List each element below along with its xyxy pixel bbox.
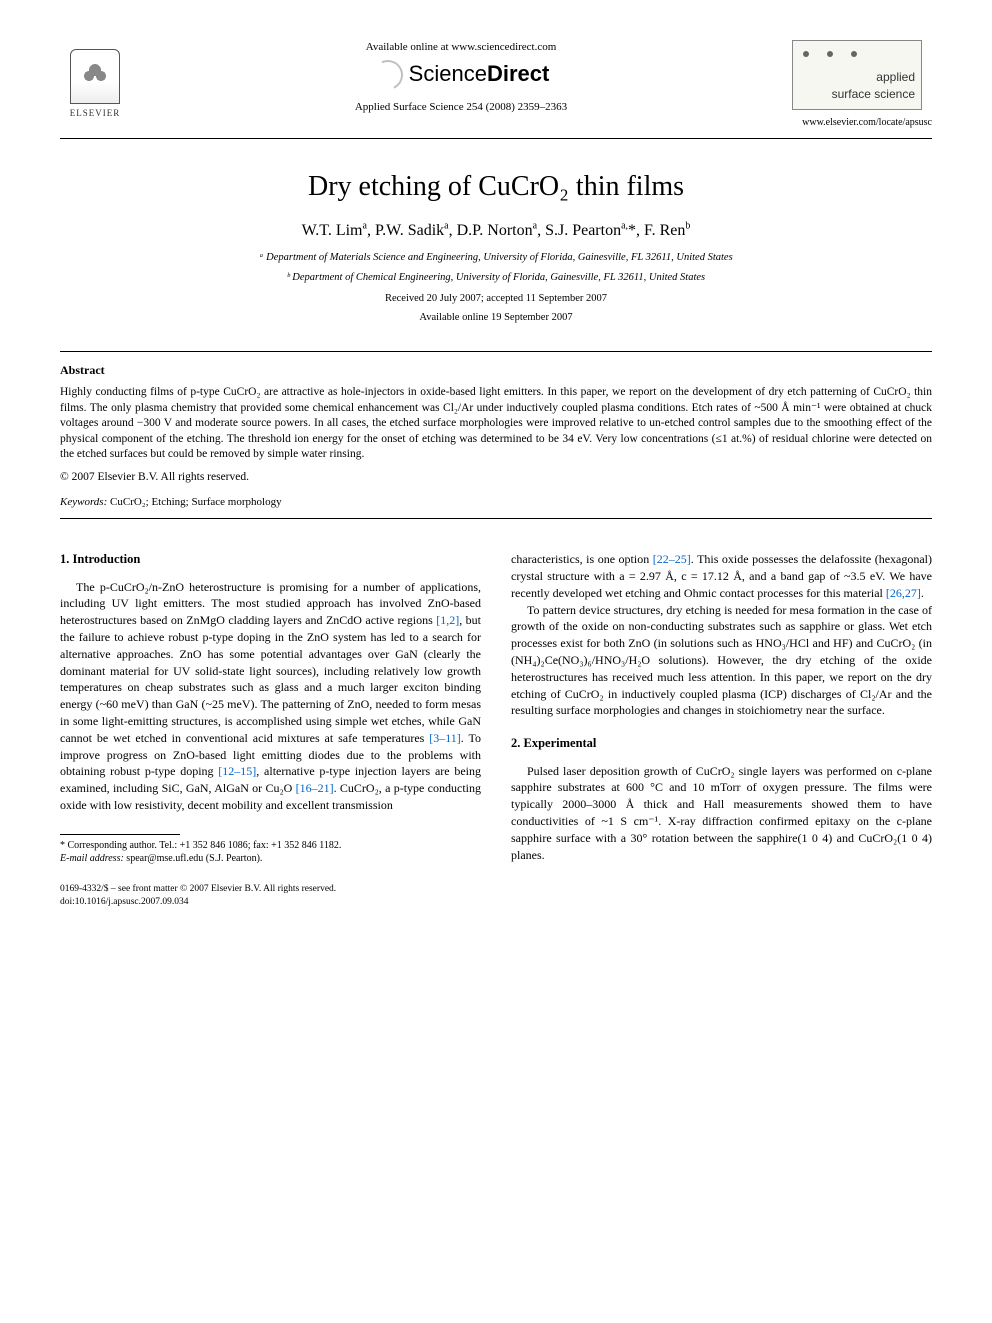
copyright-line: © 2007 Elsevier B.V. All rights reserved… [60, 469, 932, 485]
affil-sup: a [362, 221, 366, 232]
sd-bold: Direct [487, 61, 549, 86]
elsevier-tree-icon [70, 49, 120, 104]
affil-sup: a [444, 221, 448, 232]
col2-text-1c: . [921, 586, 924, 600]
email-value: spear@mse.ufl.edu (S.J. Pearton). [124, 853, 263, 864]
ref-link[interactable]: [1,2] [436, 613, 459, 627]
journal-url: www.elsevier.com/locate/apsusc [792, 116, 932, 130]
corresponding-author: * Corresponding author. Tel.: +1 352 846… [60, 839, 481, 852]
header-row: ELSEVIER Available online at www.science… [60, 40, 932, 130]
header-rule [60, 138, 932, 139]
footer-doi: doi:10.1016/j.apsusc.2007.09.034 [60, 896, 481, 909]
column-left: 1. Introduction The p-CuCrO₂/n-ZnO heter… [60, 551, 481, 909]
col2-paragraph-1: characteristics, is one option [22–25]. … [511, 551, 932, 601]
page-container: ELSEVIER Available online at www.science… [0, 0, 992, 949]
intro-paragraph-1: The p-CuCrO₂/n-ZnO heterostructure is pr… [60, 579, 481, 814]
affil-sup: b [685, 221, 690, 232]
sd-wordmark: ScienceDirect [409, 59, 550, 90]
abstract-rule-top [60, 351, 932, 352]
online-date: Available online 19 September 2007 [60, 311, 932, 326]
ref-link[interactable]: [26,27] [886, 586, 921, 600]
abstract-body: Highly conducting films of p-type CuCrO₂… [60, 385, 932, 463]
footnote-separator [60, 834, 180, 835]
ref-link[interactable]: [22–25] [653, 552, 691, 566]
intro-text-1b: , but the failure to achieve robust p-ty… [60, 613, 481, 745]
col2-paragraph-2: To pattern device structures, dry etchin… [511, 602, 932, 720]
publisher-name: ELSEVIER [70, 107, 121, 120]
affiliation-a: ᵃ Department of Materials Science and En… [60, 251, 932, 266]
keywords-label: Keywords: [60, 496, 107, 508]
experimental-paragraph-1: Pulsed laser deposition growth of CuCrO₂… [511, 763, 932, 864]
ref-link[interactable]: [3–11] [429, 731, 461, 745]
journal-logo-box: applied surface science www.elsevier.com… [792, 40, 932, 130]
journal-name-2: surface science [832, 86, 915, 103]
col2-text-1a: characteristics, is one option [511, 552, 653, 566]
footer-issn: 0169-4332/$ – see front matter © 2007 El… [60, 883, 481, 896]
ref-link[interactable]: [16–21] [296, 781, 334, 795]
email-line: E-mail address: spear@mse.ufl.edu (S.J. … [60, 852, 481, 865]
experimental-heading: 2. Experimental [511, 735, 932, 753]
available-online-text: Available online at www.sciencedirect.co… [150, 40, 772, 55]
authors-line: W.T. Lima, P.W. Sadika, D.P. Nortona, S.… [60, 220, 932, 242]
affil-sup: a [533, 221, 537, 232]
affiliation-b: ᵇ Department of Chemical Engineering, Un… [60, 271, 932, 286]
sciencedirect-logo: ScienceDirect [150, 59, 772, 90]
abstract-heading: Abstract [60, 362, 932, 379]
journal-name-1: applied [876, 69, 915, 86]
affil-sup: a, [621, 221, 628, 232]
intro-heading: 1. Introduction [60, 551, 481, 569]
column-right: characteristics, is one option [22–25]. … [511, 551, 932, 909]
body-columns: 1. Introduction The p-CuCrO₂/n-ZnO heter… [60, 551, 932, 909]
sd-thin: Science [409, 61, 487, 86]
abstract-section: Abstract Highly conducting films of p-ty… [60, 351, 932, 519]
ref-link[interactable]: [12–15] [218, 764, 256, 778]
article-title: Dry etching of CuCrO₂ thin films [60, 167, 932, 206]
abstract-rule-bottom [60, 518, 932, 519]
journal-reference: Applied Surface Science 254 (2008) 2359–… [150, 100, 772, 115]
keywords-values: CuCrO₂; Etching; Surface morphology [107, 496, 281, 508]
keywords-line: Keywords: CuCrO₂; Etching; Surface morph… [60, 495, 932, 510]
center-header: Available online at www.sciencedirect.co… [130, 40, 792, 116]
journal-cover-icon: applied surface science [792, 40, 922, 110]
cover-dots-icon [803, 51, 857, 57]
email-label: E-mail address: [60, 853, 124, 864]
elsevier-logo: ELSEVIER [60, 40, 130, 120]
sd-swoosh-icon [368, 56, 406, 94]
intro-text-1a: The p-CuCrO₂/n-ZnO heterostructure is pr… [60, 580, 481, 628]
received-date: Received 20 July 2007; accepted 11 Septe… [60, 292, 932, 307]
